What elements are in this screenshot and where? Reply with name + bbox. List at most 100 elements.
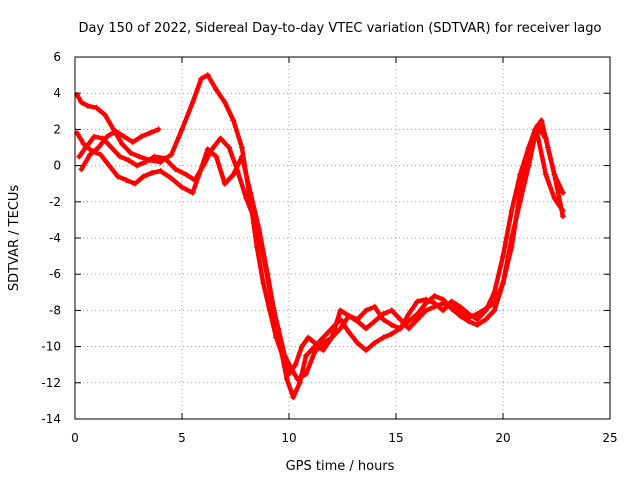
data-point (226, 144, 233, 151)
y-tick-label: -8 (49, 303, 61, 317)
data-point (151, 153, 158, 160)
data-point (238, 144, 245, 151)
data-point (298, 343, 305, 350)
series-line-track-d (79, 127, 161, 172)
data-point (134, 162, 141, 169)
data-point (500, 253, 506, 260)
data-point (354, 339, 361, 346)
data-point (283, 376, 290, 383)
data-point (474, 316, 481, 323)
data-point (371, 303, 378, 310)
data-point (465, 314, 472, 321)
data-point (183, 171, 190, 178)
data-point (440, 300, 447, 307)
data-point (303, 370, 310, 377)
data-point (345, 329, 352, 336)
data-point (292, 361, 299, 368)
data-point (328, 334, 335, 341)
data-point (448, 298, 455, 305)
y-tick-label: -12 (41, 376, 61, 390)
data-point (491, 289, 498, 296)
data-point (123, 177, 130, 184)
data-point (431, 303, 438, 310)
data-point (136, 153, 143, 160)
data-point (78, 99, 85, 106)
data-point (337, 307, 344, 314)
data-point (311, 349, 318, 356)
data-point (172, 166, 179, 173)
data-point (551, 195, 558, 202)
data-point (168, 175, 175, 182)
data-point (76, 153, 83, 160)
data-point (189, 99, 196, 106)
data-point (363, 347, 370, 354)
data-point (538, 117, 545, 124)
data-point (95, 144, 102, 151)
data-point (517, 198, 524, 205)
data-point (508, 235, 515, 241)
series-line-track-c (77, 123, 566, 382)
data-point (189, 189, 196, 196)
data-point (108, 144, 115, 151)
data-point (320, 339, 327, 346)
data-point (296, 379, 303, 386)
data-point (168, 151, 175, 158)
series-points-track-b (74, 130, 566, 401)
data-point (380, 334, 387, 341)
data-point (508, 207, 515, 214)
data-point (422, 307, 429, 314)
data-point (542, 171, 549, 178)
data-point (251, 216, 258, 223)
data-point (93, 104, 100, 111)
y-tick-label: -10 (41, 340, 61, 354)
x-tick-label: 10 (281, 431, 296, 445)
data-point (405, 318, 412, 325)
data-point (290, 394, 297, 401)
data-point (234, 168, 241, 175)
data-point (140, 173, 147, 180)
data-point (84, 102, 91, 109)
y-tick-label: -14 (41, 412, 61, 426)
data-point (422, 300, 429, 307)
data-point (146, 130, 153, 137)
data-point (397, 316, 404, 323)
data-point (414, 316, 421, 323)
plot-frame (74, 56, 611, 420)
series-points-track-a (74, 72, 566, 377)
data-point (78, 166, 85, 173)
series-layer (74, 72, 566, 401)
data-point (86, 151, 93, 158)
data-point (155, 126, 162, 133)
data-point (179, 126, 185, 133)
data-point (320, 334, 327, 341)
data-point (371, 339, 378, 346)
x-tick-label: 15 (388, 431, 403, 445)
x-tick-label: 20 (495, 431, 510, 445)
data-point (337, 325, 344, 332)
chart-title: Day 150 of 2022, Sidereal Day-to-day VTE… (79, 21, 602, 36)
data-point (491, 307, 498, 314)
data-point (288, 365, 295, 372)
y-tick-label: 0 (53, 159, 61, 173)
data-point (559, 189, 566, 196)
data-point (97, 151, 104, 158)
data-point (157, 158, 164, 165)
data-point (414, 298, 421, 305)
y-tick-label: 6 (53, 50, 61, 64)
grid-layer (75, 57, 610, 419)
data-point (230, 117, 237, 124)
data-point (91, 133, 98, 140)
data-point (457, 312, 464, 319)
data-point (204, 72, 211, 79)
data-point (125, 157, 132, 164)
data-point (268, 298, 275, 305)
y-tick-label: 4 (53, 86, 61, 100)
data-point (101, 111, 108, 118)
data-point (281, 352, 288, 359)
data-point (388, 330, 395, 337)
data-point (208, 146, 215, 153)
data-point (542, 135, 549, 142)
data-point (112, 128, 119, 135)
data-point (337, 316, 344, 323)
